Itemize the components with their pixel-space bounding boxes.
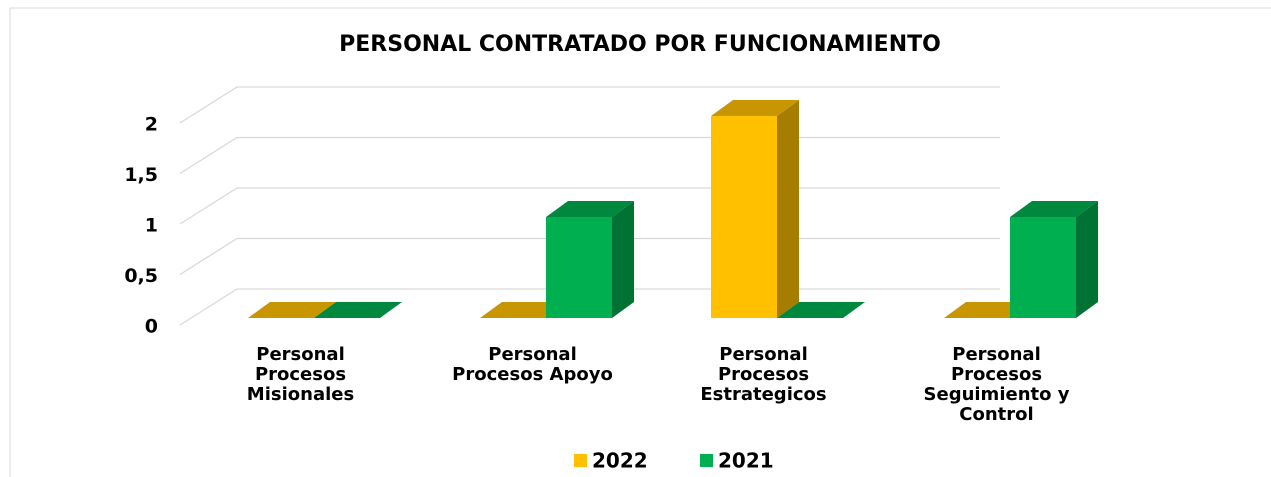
grid-line <box>179 86 1000 124</box>
y-tick-label: 2 <box>145 114 158 136</box>
bar-front <box>711 116 777 318</box>
bar-top <box>546 201 634 217</box>
x-tick-label: Personal Procesos Seguimiento y Control <box>923 344 1070 425</box>
legend-swatch <box>700 454 713 467</box>
bar-side <box>1076 201 1098 318</box>
x-tick-label: Personal Procesos Apoyo <box>452 344 613 385</box>
x-tick-label: Personal Procesos Estrategicos <box>700 344 827 405</box>
bar-front <box>1010 217 1076 318</box>
y-tick-label: 1 <box>145 215 158 237</box>
bar-top <box>777 302 865 318</box>
legend-swatch <box>574 454 587 467</box>
bar-top <box>314 302 402 318</box>
bar-front <box>546 217 612 318</box>
bar <box>314 302 402 318</box>
y-tick-label: 1,5 <box>124 164 158 186</box>
grid-line <box>179 136 1000 175</box>
legend-label: 2022 <box>592 449 648 473</box>
bar <box>1010 201 1098 318</box>
y-tick-label: 0 <box>145 316 158 338</box>
legend-label: 2021 <box>718 449 774 473</box>
x-tick-label: Personal Procesos Misionales <box>246 344 355 405</box>
chart-border <box>9 7 1271 477</box>
y-tick-label: 0,5 <box>124 265 158 287</box>
bar-top <box>1010 201 1098 217</box>
bar <box>711 100 799 318</box>
bar-top <box>248 302 336 318</box>
bar-side <box>612 201 634 318</box>
bar-side <box>777 100 799 318</box>
bar <box>777 302 865 318</box>
chart-title: PERSONAL CONTRATADO POR FUNCIONAMIENTO <box>339 32 941 57</box>
bar <box>546 201 634 318</box>
bar <box>248 302 336 318</box>
bar-top <box>711 100 799 116</box>
